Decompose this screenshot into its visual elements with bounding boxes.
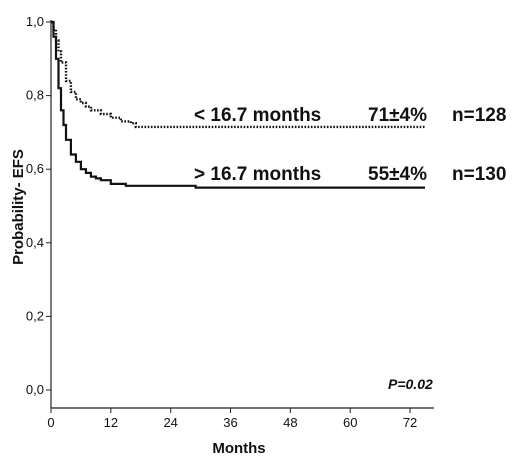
annotation-upper-n: n=128 [452, 105, 506, 126]
y-axis-title: Probability- EFS [10, 149, 27, 265]
x-tick-label: 36 [223, 415, 237, 430]
series-line-dotted [51, 20, 425, 129]
annotation-lower-n: n=130 [452, 164, 506, 185]
axes-layer: 0,0 0,2 0,4 0,6 0,8 1,0 0 12 24 36 48 60 72 [26, 14, 434, 430]
series-layer [51, 20, 425, 189]
annotation-lower-stat: 55±4% [368, 164, 427, 185]
y-tick-label: 1,0 [26, 14, 44, 29]
y-tick-label: 0,6 [26, 161, 44, 176]
y-tick-label: 0,4 [26, 235, 44, 250]
x-tick-label: 12 [104, 415, 118, 430]
y-tick-label: 0,8 [26, 88, 44, 103]
annotation-upper-label: < 16.7 months [194, 105, 321, 126]
y-tick-label: 0,0 [26, 382, 44, 397]
x-axis-title: Months [212, 440, 265, 457]
p-value-annotation: P=0.02 [388, 376, 433, 392]
x-tick-label: 48 [283, 415, 297, 430]
series-line-solid [51, 20, 425, 189]
x-tick-label: 0 [47, 415, 54, 430]
y-tick-label: 0,2 [26, 308, 44, 323]
annotation-upper-stat: 71±4% [368, 105, 427, 126]
annotation-lower-label: > 16.7 months [194, 164, 321, 185]
x-tick-label: 60 [343, 415, 357, 430]
x-tick-label: 24 [163, 415, 177, 430]
x-tick-label: 72 [403, 415, 417, 430]
